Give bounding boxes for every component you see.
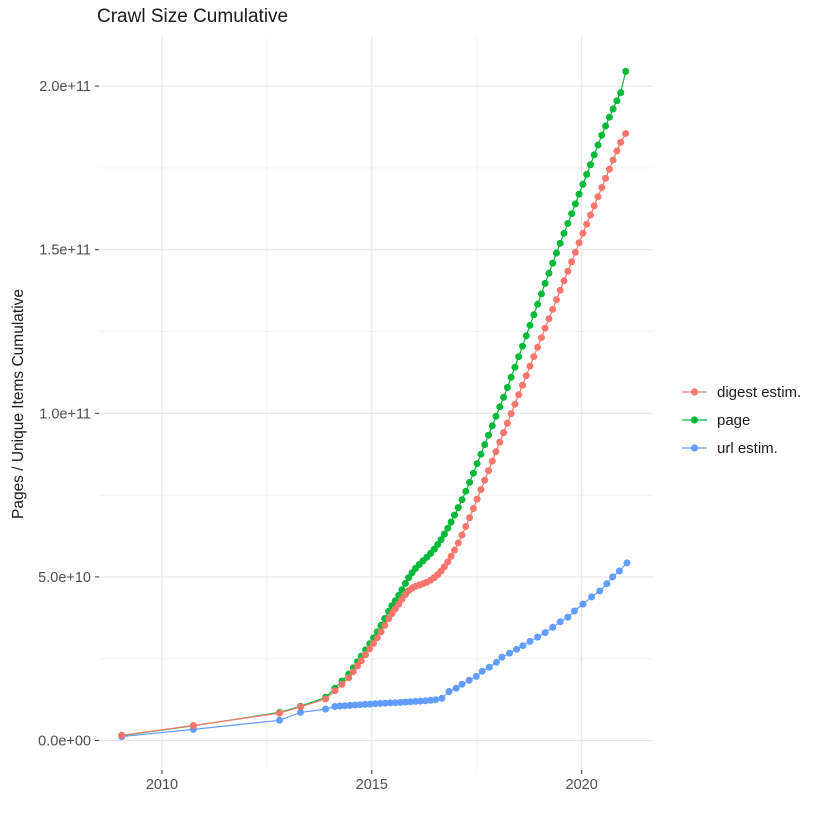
legend-label-digest-estim: digest estim. xyxy=(717,383,802,401)
legend-key-digest-estim xyxy=(682,388,707,396)
y-tick-label: 5.0e+10 xyxy=(38,570,91,586)
axis-tick-labels: 2010 2015 2020 0.0e+00 5.0e+10 1.0e+11 1.5e+11… xyxy=(38,79,598,793)
y-axis-title: Pages / Unique Items Cumulative xyxy=(10,288,27,520)
legend-label-url-estim: url estim. xyxy=(717,439,778,457)
series-page xyxy=(118,67,630,740)
chart-title: Crawl Size Cumulative xyxy=(97,6,289,27)
y-tick-label: 2.0e+11 xyxy=(39,79,91,95)
y-tick-label: 1.0e+11 xyxy=(39,406,91,422)
legend-item-digest-estim: digest estim. xyxy=(681,378,801,406)
series-url-estim xyxy=(118,559,631,741)
series-digest-estim xyxy=(118,130,630,739)
x-tick-label: 2020 xyxy=(566,777,598,793)
axis-ticks xyxy=(95,85,583,774)
legend: digest estim. page url estim. xyxy=(681,378,801,462)
legend-key-url-estim xyxy=(682,444,707,452)
x-tick-label: 2010 xyxy=(146,777,178,793)
y-tick-label: 1.5e+11 xyxy=(39,243,91,259)
legend-label-page: page xyxy=(717,411,751,429)
legend-key-page xyxy=(682,416,707,424)
legend-item-page: page xyxy=(681,406,801,434)
gridlines xyxy=(99,37,653,770)
y-tick-label: 0.0e+00 xyxy=(38,734,91,750)
x-tick-label: 2015 xyxy=(356,777,388,793)
legend-item-url-estim: url estim. xyxy=(681,434,801,462)
